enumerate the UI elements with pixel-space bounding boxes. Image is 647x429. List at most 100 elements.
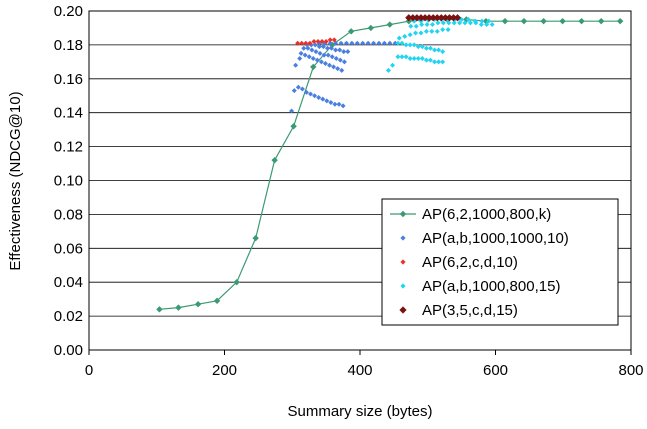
y-tick-label: 0.10 (54, 173, 83, 190)
data-point (327, 40, 333, 46)
y-tick-label: 0.18 (54, 37, 83, 54)
data-point (407, 55, 413, 61)
data-point (405, 14, 413, 22)
data-point (301, 45, 307, 51)
legend-marker (399, 306, 407, 314)
y-tick-label: 0.16 (54, 71, 83, 88)
legend-item: AP(a,b,1000,1000,10) (400, 230, 569, 247)
data-point (194, 301, 202, 308)
data-point (435, 20, 441, 26)
data-point (436, 47, 442, 53)
data-point (311, 39, 317, 45)
y-tick-label: 0.04 (54, 274, 83, 291)
data-point (299, 86, 305, 92)
data-point (432, 47, 438, 53)
data-point (484, 22, 490, 28)
data-point (411, 55, 417, 61)
data-point (441, 14, 449, 22)
data-point (419, 44, 425, 50)
data-point (453, 14, 462, 22)
data-point (417, 14, 425, 22)
data-point (345, 49, 351, 55)
data-point (415, 44, 421, 50)
data-point (489, 22, 495, 28)
legend-label: AP(6,2,c,d,10) (422, 254, 518, 271)
data-point (332, 101, 338, 107)
data-point (316, 44, 322, 50)
axes (88, 10, 632, 355)
data-point (429, 22, 435, 28)
data-point (340, 103, 346, 109)
data-point (440, 20, 446, 26)
data-point (407, 42, 413, 48)
data-point (520, 17, 528, 25)
data-point (419, 55, 425, 61)
x-tick-label: 800 (618, 362, 643, 379)
data-point (271, 156, 278, 164)
series-1 (156, 16, 624, 313)
y-tick-label: 0.06 (54, 240, 83, 257)
data-point (419, 22, 425, 28)
data-point (323, 39, 329, 45)
legend-item: AP(6,2,c,d,10) (400, 254, 518, 271)
legend-label: AP(a,b,1000,800,15) (422, 278, 560, 295)
data-point (320, 96, 326, 102)
data-point (319, 39, 325, 45)
data-point (339, 67, 345, 73)
data-point (467, 20, 473, 26)
y-tick-label: 0.12 (54, 139, 83, 156)
data-point (329, 54, 335, 60)
data-point (395, 54, 401, 60)
data-point (457, 20, 463, 26)
data-point (322, 61, 328, 67)
data-point (297, 55, 303, 61)
data-point (486, 18, 492, 24)
data-point (365, 40, 371, 46)
data-point (302, 52, 308, 58)
legend-marker (399, 210, 407, 218)
data-point (399, 40, 405, 46)
data-point (411, 42, 417, 48)
data-point (407, 32, 413, 38)
data-point (427, 45, 433, 51)
data-point (306, 54, 312, 60)
data-point (423, 45, 429, 51)
data-point (390, 62, 396, 68)
data-point (429, 28, 435, 34)
data-point (409, 14, 417, 22)
legend-label: AP(6,2,1000,800,k) (422, 206, 551, 223)
data-point (252, 234, 259, 242)
series-4 (385, 16, 495, 73)
data-point (482, 17, 490, 25)
data-point (434, 28, 440, 34)
x-tick-label: 400 (347, 362, 372, 379)
legend-marker (400, 283, 406, 289)
data-point (333, 47, 339, 53)
data-point (295, 84, 301, 90)
series-5 (405, 14, 462, 22)
data-point (295, 40, 301, 46)
data-point (303, 40, 309, 46)
data-point (440, 27, 446, 33)
data-point (317, 50, 323, 56)
data-point (413, 14, 421, 22)
data-point (408, 23, 414, 29)
data-point (418, 30, 424, 36)
data-point (424, 22, 430, 28)
data-point (479, 18, 485, 24)
legend-label: AP(a,b,1000,1000,10) (422, 230, 569, 247)
data-series (156, 14, 624, 313)
data-point (343, 40, 349, 46)
x-tick-label: 600 (483, 362, 508, 379)
data-point (331, 64, 337, 70)
plot-area-frame (88, 10, 632, 351)
data-point (437, 14, 445, 22)
data-point (324, 45, 330, 51)
data-point (360, 40, 366, 46)
data-point (421, 14, 429, 22)
data-point (347, 28, 355, 35)
data-point (392, 40, 398, 46)
data-point (316, 94, 322, 100)
data-point (399, 54, 405, 60)
data-point (616, 17, 624, 25)
